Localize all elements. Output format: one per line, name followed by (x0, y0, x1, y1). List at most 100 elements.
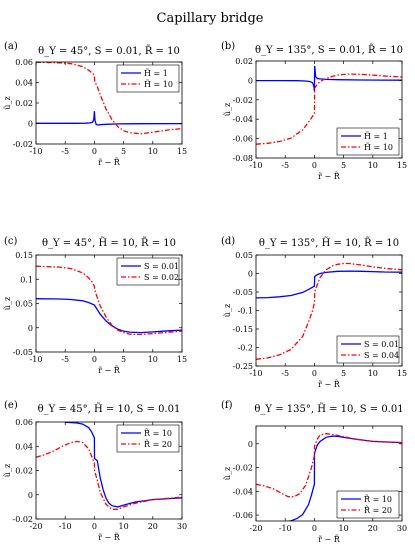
x-axis-label: r̃ − R̃ (318, 535, 341, 544)
y-tick-label: -0.05 (232, 288, 253, 297)
series-line-1 (36, 111, 182, 126)
y-axis-label: ũ_z (223, 467, 232, 480)
legend-box (336, 490, 400, 519)
x-axis-label: r̃ − R̃ (98, 533, 121, 542)
y-tick-label: -0.02 (12, 515, 33, 524)
chart-panel-e: (e) θ_Y = 45°, H̃ = 10, S = 0.01 -20 -10 0 10… (3, 400, 187, 542)
y-tick-label: 0 (28, 491, 33, 500)
x-tick-label: 0 (92, 147, 97, 156)
legend: R̃ = 10 R̃ = 20 (116, 424, 180, 453)
series-line-2 (36, 62, 182, 135)
y-tick-label: -0.2 (238, 344, 253, 353)
y-tick-label: 0 (248, 270, 253, 279)
x-tick-label: -10 (30, 147, 43, 156)
x-tick-label: 0 (312, 161, 317, 170)
y-tick-label: 0 (248, 76, 253, 85)
series-line-1 (36, 298, 182, 334)
y-tick-label: 0.02 (235, 57, 253, 66)
chart-panel-b: (b) θ_Y = 135°, S = 0.01, R̃ = 10 -10 -5 0 5 1… (221, 41, 407, 181)
y-tick-label: 0.06 (15, 418, 33, 427)
panel-label: (f) (221, 400, 233, 411)
series-line-2 (256, 73, 402, 145)
legend: H̃ = 1 H̃ = 10 (336, 127, 400, 156)
panel-title: θ_Y = 45°, H̃ = 10, R̃ = 10 (42, 237, 176, 249)
legend-label: R̃ = 10 (144, 429, 172, 438)
legend-box (336, 127, 400, 156)
x-tick-label: 15 (177, 147, 187, 156)
y-tick-label: -0.02 (232, 464, 253, 473)
panel-title: θ_Y = 135°, S = 0.01, R̃ = 10 (255, 44, 403, 56)
x-tick-label: 10 (148, 355, 158, 364)
x-tick-label: 0 (92, 522, 97, 531)
legend: H̃ = 1 H̃ = 10 (116, 64, 180, 93)
x-tick-label: -10 (250, 369, 263, 378)
panel-title: θ_Y = 135°, H̃ = 10, R̃ = 10 (259, 237, 399, 249)
chart-panel-c: (c) θ_Y = 45°, H̃ = 10, R̃ = 10 -10 -5 0 5 10 1… (3, 236, 187, 375)
legend-box (336, 335, 400, 364)
legend: S = 0.01 S = 0.04 (336, 335, 400, 364)
legend-label: H̃ = 10 (144, 80, 173, 89)
series-line-1 (65, 422, 182, 508)
series-line-2 (256, 433, 402, 498)
x-tick-label: -10 (59, 522, 72, 531)
legend-label: S = 0.01 (144, 262, 179, 271)
y-tick-label: 0.06 (15, 58, 33, 67)
y-tick-label: -0.02 (232, 96, 253, 105)
legend-label: H̃ = 10 (364, 143, 393, 152)
x-tick-label: -20 (30, 522, 43, 531)
x-axis-label: r̃ − R̃ (98, 366, 121, 375)
x-tick-label: 15 (397, 369, 407, 378)
panel-label: (c) (4, 236, 18, 247)
y-axis-label: ũ_z (223, 103, 232, 116)
x-tick-label: 15 (397, 161, 407, 170)
x-tick-label: 10 (368, 369, 378, 378)
x-tick-label: 30 (397, 524, 407, 533)
y-tick-label: -0.1 (238, 307, 253, 316)
x-tick-label: 0 (312, 369, 317, 378)
y-tick-label: -0.08 (232, 154, 253, 163)
y-tick-label: 0.15 (15, 251, 33, 260)
x-tick-label: -20 (250, 524, 263, 533)
x-axis-label: r̃ − R̃ (318, 172, 341, 181)
x-tick-label: 10 (119, 522, 129, 531)
panel-label: (b) (221, 41, 235, 52)
chart-panel-f: (f) θ_Y = 135°, H̃ = 10, S = 0.01 -20 -10 0 1… (221, 400, 407, 544)
y-axis-label: ũ_z (3, 464, 12, 477)
x-tick-label: -5 (61, 355, 69, 364)
series-line-2 (36, 440, 182, 510)
plot-frame (255, 60, 403, 159)
x-tick-label: -5 (61, 147, 69, 156)
y-tick-label: 0.02 (15, 99, 33, 108)
x-tick-label: 10 (339, 524, 349, 533)
y-tick-label: 0.05 (235, 251, 253, 260)
legend: S = 0.01 S = 0.02 (116, 257, 180, 286)
legend-box (116, 64, 180, 93)
y-tick-label: 0.02 (15, 467, 33, 476)
x-tick-label: 5 (121, 355, 126, 364)
chart-panel-d: (d) θ_Y = 135°, H̃ = 10, R̃ = 10 -10 -5 0 5 10… (221, 236, 407, 389)
legend-box (116, 424, 180, 453)
legend-label: R̃ = 20 (364, 506, 392, 515)
panel-label: (d) (221, 236, 235, 247)
y-tick-label: -0.04 (232, 115, 253, 124)
y-tick-label: -0.05 (12, 348, 33, 357)
plot-frame (255, 425, 403, 522)
y-tick-label: -0.06 (232, 135, 253, 144)
x-tick-label: 5 (341, 161, 346, 170)
x-tick-label: -10 (279, 524, 292, 533)
legend-label: H̃ = 1 (144, 69, 168, 78)
panel-title: θ_Y = 135°, H̃ = 10, S = 0.01 (254, 403, 403, 415)
x-tick-label: 10 (148, 147, 158, 156)
series-line-2 (36, 265, 182, 336)
x-tick-label: 0 (312, 524, 317, 533)
x-tick-label: 5 (121, 147, 126, 156)
panel-title: θ_Y = 45°, S = 0.01, R̃ = 10 (38, 45, 180, 57)
panel-title: θ_Y = 45°, H̃ = 10, S = 0.01 (38, 403, 181, 415)
y-axis-label: ũ_z (3, 96, 12, 109)
legend-label: R̃ = 20 (144, 440, 172, 449)
y-axis-label: ũ_z (3, 297, 12, 310)
y-tick-label: 0 (248, 440, 253, 449)
x-tick-label: -10 (250, 161, 263, 170)
y-tick-label: 0 (28, 120, 33, 129)
